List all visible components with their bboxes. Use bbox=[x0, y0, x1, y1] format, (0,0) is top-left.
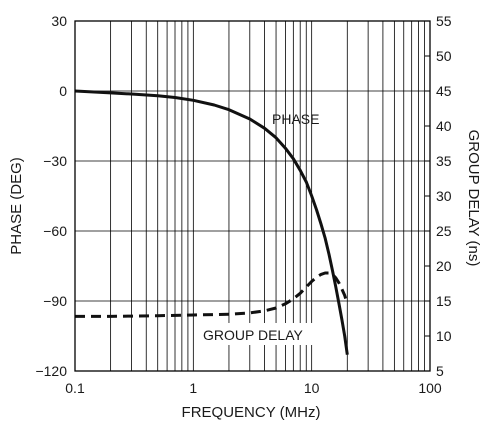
y2-tick-label: 40 bbox=[436, 118, 452, 134]
annotation-group-delay-bg bbox=[200, 323, 317, 345]
x-tick-label: 1 bbox=[189, 380, 197, 396]
x-axis-title: FREQUENCY (MHz) bbox=[182, 404, 321, 421]
y2-tick-label: 55 bbox=[436, 13, 452, 29]
series-layer bbox=[74, 89, 349, 355]
y-tick-label: −90 bbox=[43, 293, 67, 309]
annotation-group-delay: GROUP DELAY bbox=[203, 327, 304, 343]
group-delay-curve bbox=[75, 271, 349, 318]
x-tick-label: 0.1 bbox=[65, 380, 85, 396]
annotation-phase: PHASE bbox=[272, 111, 319, 127]
y2-tick-label: 35 bbox=[436, 153, 452, 169]
y2-tick-label: 20 bbox=[436, 258, 452, 274]
y2-tick-label: 25 bbox=[436, 223, 452, 239]
phase-curve bbox=[74, 89, 349, 355]
y-tick-label: −60 bbox=[43, 223, 67, 239]
x-tick-label: 10 bbox=[304, 380, 320, 396]
plot-frame bbox=[74, 20, 431, 372]
y2-tick-label: 5 bbox=[436, 363, 444, 379]
grid-layer bbox=[75, 21, 430, 371]
y-tick-label: 0 bbox=[59, 83, 67, 99]
x-tick-label: 100 bbox=[418, 380, 442, 396]
y2-tick-label: 45 bbox=[436, 83, 452, 99]
y-tick-label: −120 bbox=[35, 363, 67, 379]
y2-tick-label: 15 bbox=[436, 293, 452, 309]
y2-axis-title: GROUP DELAY (ns) bbox=[465, 130, 482, 267]
y2-tick-label: 10 bbox=[436, 328, 452, 344]
y2-tick-label: 50 bbox=[436, 48, 452, 64]
y-axis-title: PHASE (DEG) bbox=[8, 157, 25, 255]
y-tick-label: −30 bbox=[43, 153, 67, 169]
tick-layer: 0.1 1 10 100 30 0 −30 −60 −90 −120 55 50 45 40 35 30 25 2… bbox=[35, 13, 451, 396]
y-tick-label: 30 bbox=[51, 13, 67, 29]
y2-tick-label: 30 bbox=[436, 188, 452, 204]
